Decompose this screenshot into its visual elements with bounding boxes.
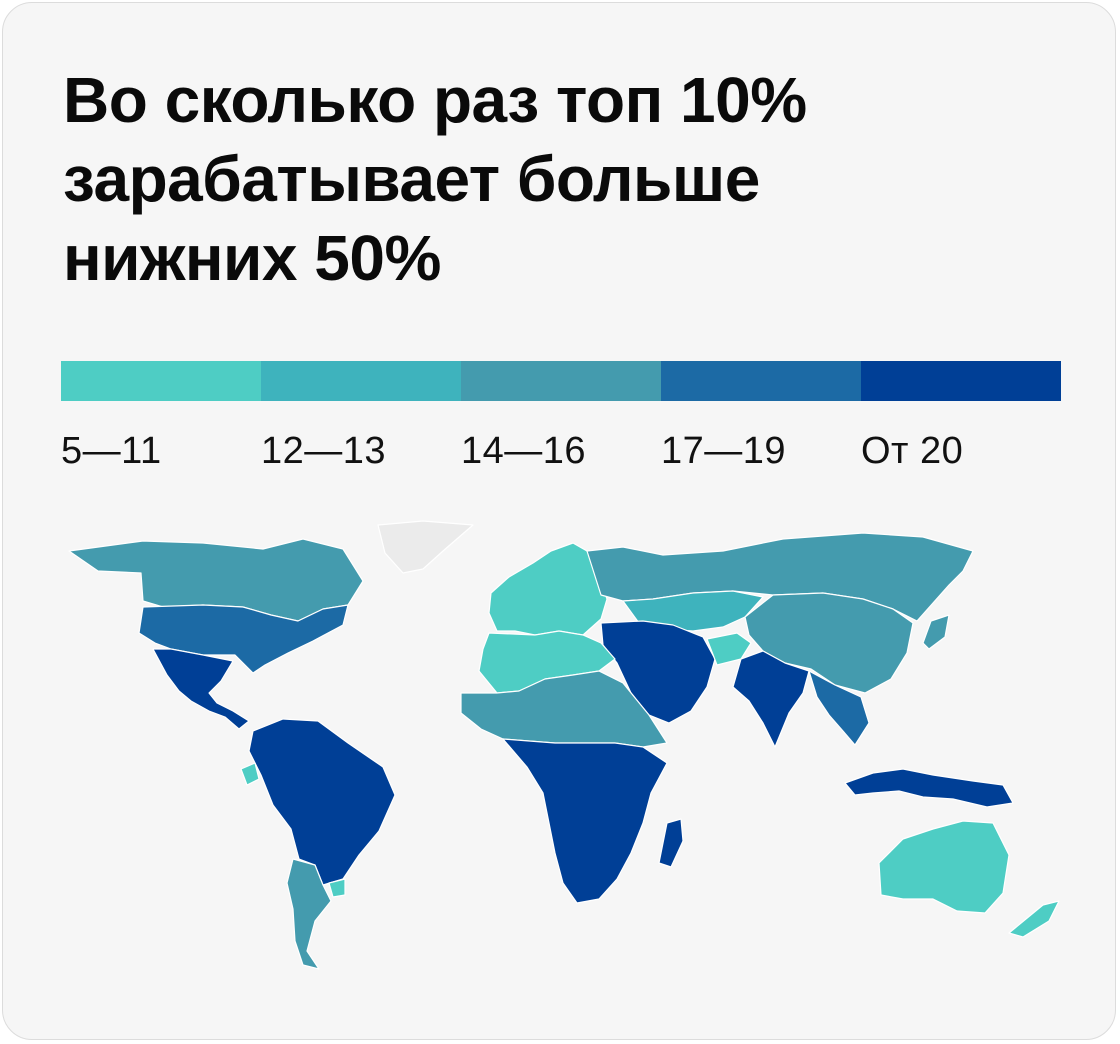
region-madagascar [658, 818, 684, 868]
color-legend: 5—11 12—13 14—16 17—19 От 20 [61, 361, 1061, 473]
region-australia [878, 820, 1010, 914]
region-new-zealand [1008, 900, 1060, 938]
chart-title: Во сколько раз топ 10% зарабатывает боль… [63, 61, 963, 298]
title-line-1: Во сколько раз топ 10% [63, 64, 807, 136]
region-uruguay [328, 878, 346, 898]
legend-swatch-14-16 [461, 361, 661, 401]
world-map-svg [68, 520, 1060, 970]
region-central-southern-africa [502, 738, 668, 904]
legend-label-12-13: 12—13 [261, 430, 387, 472]
region-afghanistan [706, 632, 752, 666]
legend-labels: 5—11 12—13 14—16 17—19 От 20 [61, 429, 1061, 473]
title-line-3: нижних 50% [63, 222, 441, 294]
region-south-america [248, 718, 396, 886]
region-sahel [460, 670, 668, 748]
legend-swatch-5-11 [61, 361, 261, 401]
legend-swatch-17-19 [661, 361, 861, 401]
world-map [61, 513, 1071, 973]
region-argentina [286, 858, 332, 970]
legend-swatch-from-20 [861, 361, 1061, 401]
region-japan [922, 614, 950, 650]
region-usa [138, 604, 349, 674]
region-india [732, 650, 810, 748]
legend-label-5-11: 5—11 [61, 430, 162, 472]
legend-label-17-19: 17—19 [661, 430, 787, 472]
region-indonesia-png [844, 768, 1014, 808]
region-mexico-central-america [152, 648, 250, 730]
title-line-2: зарабатывает больше [63, 143, 760, 215]
legend-color-bar [61, 361, 1061, 401]
region-ecuador [240, 762, 260, 786]
legend-swatch-12-13 [261, 361, 461, 401]
legend-label-from-20: От 20 [861, 430, 964, 472]
region-middle-east [600, 620, 716, 724]
region-greenland [377, 520, 474, 574]
region-southeast-asia [808, 670, 870, 746]
region-europe [488, 542, 608, 636]
legend-label-14-16: 14—16 [461, 430, 587, 472]
